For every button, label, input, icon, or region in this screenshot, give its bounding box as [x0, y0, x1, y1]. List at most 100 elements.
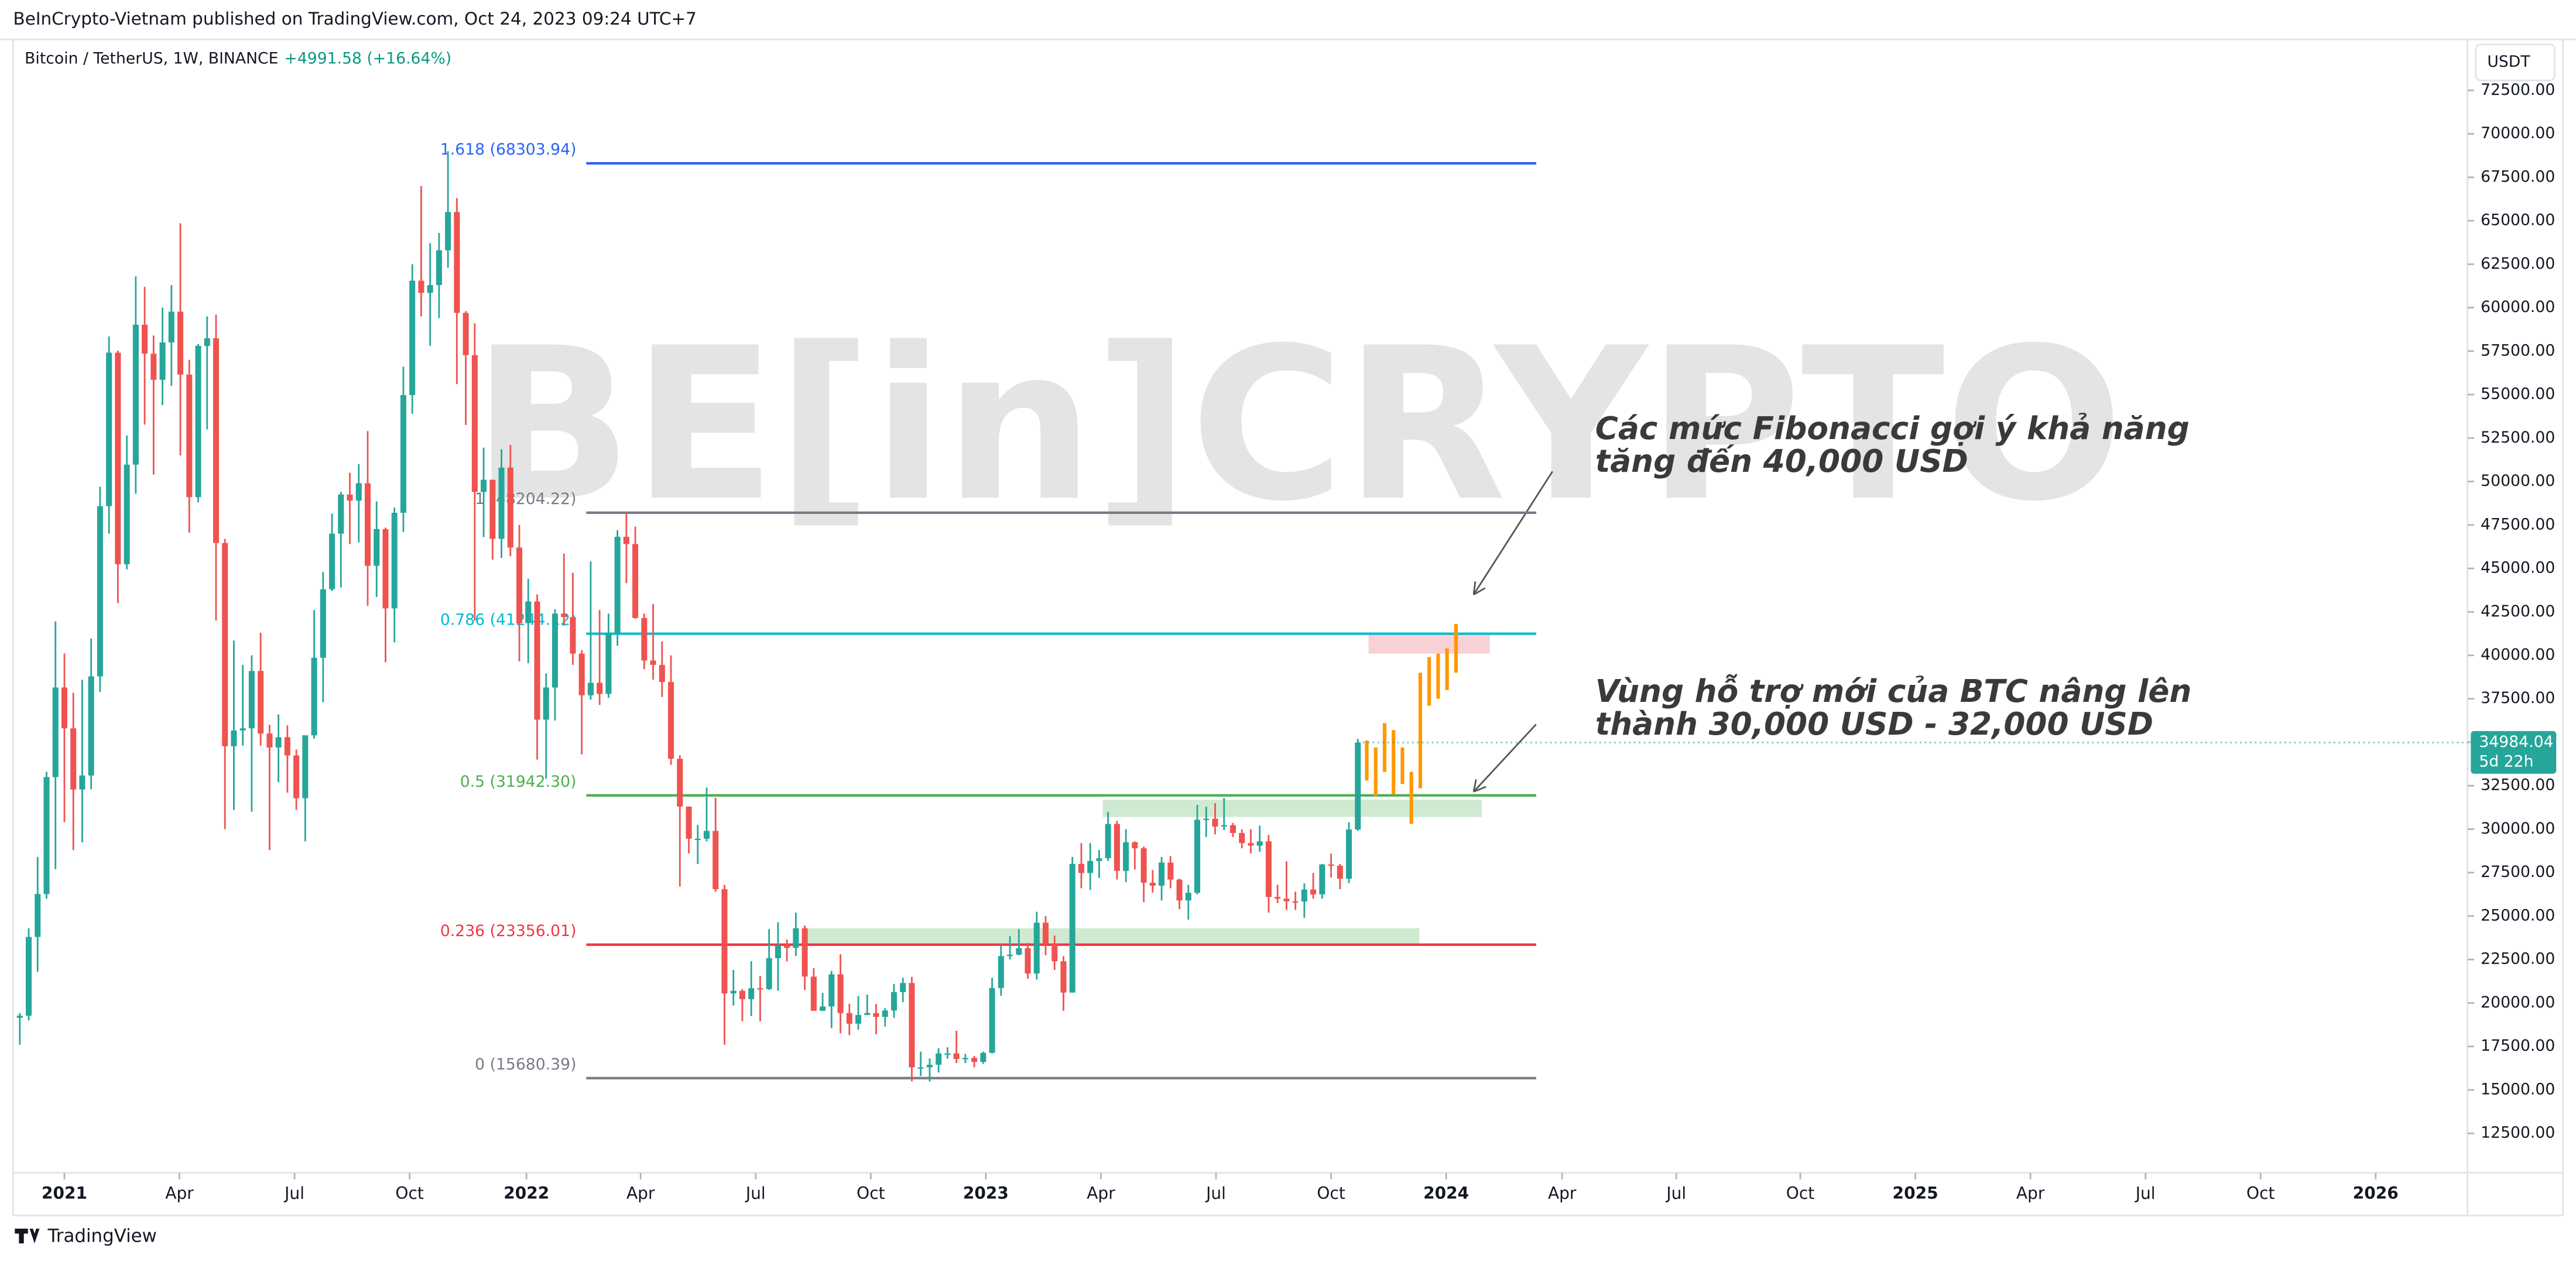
candle-body	[677, 759, 683, 807]
fib-label: 0.5 (31942.30)	[460, 773, 577, 791]
publisher-line: BeInCrypto-Vietnam published on TradingV…	[13, 9, 697, 29]
x-tick-label: Oct	[857, 1184, 885, 1203]
candle-body	[338, 494, 344, 534]
y-tick-label: 47500.00	[2481, 515, 2555, 533]
x-tick-label: 2022	[503, 1184, 549, 1203]
candle-body	[551, 613, 559, 688]
candle-body	[659, 664, 665, 682]
candle-body	[1042, 923, 1049, 944]
candle-body	[43, 777, 50, 894]
candle-body	[534, 601, 540, 720]
candle-body	[284, 737, 290, 756]
x-tick-label: Apr	[165, 1184, 194, 1203]
candle-body	[364, 483, 371, 566]
last-price: 34984.04	[2479, 733, 2553, 751]
y-tick-label: 20000.00	[2481, 993, 2555, 1012]
candle-body	[61, 687, 68, 729]
annotation: thành 30,000 USD - 32,000 USD	[1595, 706, 2153, 742]
candle-body	[1069, 863, 1075, 993]
candle-body	[712, 831, 719, 889]
candle-body	[703, 831, 710, 839]
candle-body	[1346, 829, 1352, 879]
candle-body	[320, 589, 326, 658]
candle-body	[641, 618, 648, 661]
candle-body	[605, 633, 612, 694]
watermark-layer: BE[in]CRYPTO	[472, 303, 2123, 547]
candle-body	[900, 983, 906, 992]
zone	[804, 928, 1420, 944]
y-tick-label: 65000.00	[2481, 211, 2555, 229]
candle-body	[1159, 862, 1165, 886]
candle-body	[1275, 897, 1281, 899]
candle-body	[1194, 820, 1201, 893]
candle-body	[516, 547, 523, 623]
x-tick-label: Apr	[626, 1184, 655, 1203]
x-tick-label: Jul	[1665, 1184, 1686, 1203]
candle-body	[186, 374, 193, 498]
zone	[1368, 634, 1490, 654]
watermark: BE[in]CRYPTO	[472, 303, 2123, 547]
y-tick-label: 37500.00	[2481, 689, 2555, 707]
candle-body	[694, 838, 701, 841]
y-tick-label: 22500.00	[2481, 950, 2555, 968]
candle-body	[445, 212, 451, 251]
candle-body	[463, 313, 469, 355]
candle-body	[213, 338, 220, 543]
candle-body	[909, 983, 915, 1068]
currency-box[interactable]	[2475, 43, 2556, 81]
y-tick-label: 60000.00	[2481, 298, 2555, 316]
candle-body	[239, 728, 246, 731]
candle-body	[578, 653, 585, 695]
x-tick-label: 2025	[1893, 1184, 1938, 1203]
candle-body	[248, 671, 255, 729]
candle-body	[855, 1014, 862, 1024]
x-tick-label: 2021	[42, 1184, 87, 1203]
candle-body	[597, 683, 603, 694]
candle-body	[739, 990, 745, 999]
candle-body	[1185, 893, 1191, 901]
candle-body	[570, 617, 576, 654]
candle-body	[1007, 954, 1013, 957]
candle-body	[1105, 824, 1111, 859]
candle-body	[1239, 832, 1245, 844]
candle-body	[846, 1013, 852, 1024]
candle-body	[632, 544, 639, 618]
candle-body	[561, 613, 567, 618]
candle-body	[1256, 841, 1263, 846]
candle-body	[1016, 948, 1022, 955]
candle-body	[623, 536, 629, 544]
candle-body	[926, 1064, 933, 1068]
candle-body	[1123, 842, 1129, 871]
candle-body	[1337, 865, 1343, 879]
candle-body	[106, 352, 112, 506]
candle-body	[1212, 818, 1218, 827]
candle-body	[1132, 842, 1138, 849]
candle-body	[16, 1016, 23, 1018]
candle-body	[1283, 899, 1290, 901]
candle-body	[1355, 742, 1361, 830]
candle-body	[828, 974, 835, 1007]
symbol-info: Bitcoin / TetherUS, 1W, BINANCE	[25, 50, 278, 68]
candle-body	[231, 730, 237, 746]
candle-body	[820, 1006, 826, 1011]
last-price-box	[2471, 731, 2557, 774]
candle-body	[275, 737, 282, 748]
x-tick-label: Apr	[1548, 1184, 1577, 1203]
candle-body	[1176, 879, 1183, 901]
y-tick-label: 50000.00	[2481, 472, 2555, 490]
y-tick-label: 42500.00	[2481, 602, 2555, 620]
candle-body	[1051, 944, 1058, 962]
candle-body	[52, 687, 59, 777]
candle-body	[1149, 882, 1156, 886]
currency[interactable]: USDT	[2487, 53, 2530, 71]
x-tick-label: Jul	[2135, 1184, 2156, 1203]
candle-body	[195, 345, 201, 498]
candle-body	[980, 1053, 986, 1062]
candle-body	[1265, 841, 1272, 897]
candle-body	[1060, 961, 1067, 993]
candle-body	[1328, 864, 1334, 866]
candle-body	[168, 311, 174, 342]
y-tick-label: 15000.00	[2481, 1080, 2555, 1098]
candle-body	[614, 536, 621, 633]
